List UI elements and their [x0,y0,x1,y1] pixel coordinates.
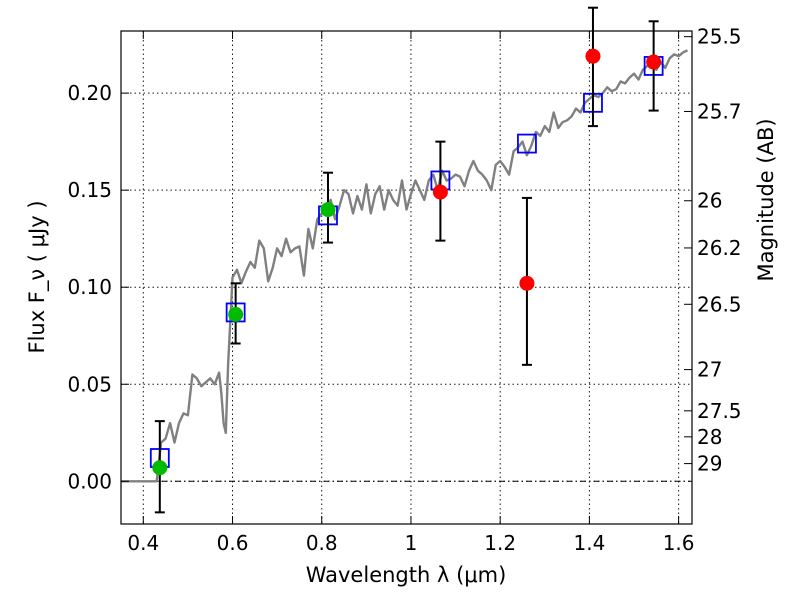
x-tick-label: 0.4 [127,531,159,555]
plot-frame [120,30,693,525]
x-tick-label: 1.4 [573,531,605,555]
magnitude-tick-label: 26 [697,189,722,213]
magnitude-tick-label: 27 [697,358,722,382]
x-tick-label: 1 [405,531,418,555]
red-point [432,184,448,200]
y-tick-label: 0.10 [67,275,112,299]
magnitude-tick-label: 28 [697,425,722,449]
x-tick-label: 1.2 [484,531,516,555]
observed-points [152,48,662,476]
red-point [646,54,662,70]
x-tick-label: 0.8 [306,531,338,555]
magnitude-tick-label: 29 [697,452,722,476]
green-point [228,306,244,322]
y-tick-label: 0.20 [67,81,112,105]
magnitude-tick-label: 26.2 [697,236,742,260]
plot-background [121,31,692,524]
x-tick-label: 1.6 [663,531,695,555]
y-tick-label: 0.00 [67,469,112,493]
y-tick-label: 0.15 [67,178,112,202]
green-point [320,202,336,218]
y-tick-label: 0.05 [67,372,112,396]
y-axis-title-right: Magnitude (AB) [754,118,778,281]
model-box [517,133,537,154]
green-point [152,460,168,476]
x-tick-label: 0.6 [217,531,249,555]
y-axis-title-left: Flux F_ν ( μJy ) [25,200,50,353]
x-axis-ticks: 0.4 0.6 0.8 1 1.2 1.4 1.6 [127,31,695,555]
magnitude-tick-label: 25.5 [697,25,742,49]
magnitude-tick-label: 27.5 [697,399,742,423]
red-point [585,48,601,64]
x-axis-title: Wavelength λ (μm) [306,563,507,587]
magnitude-tick-label: 25.7 [697,99,742,123]
red-point [519,275,535,291]
magnitude-axis-ticks: 25.5 25.7 26 26.2 26.5 27 27.528 29 [684,25,742,476]
magnitude-tick-label: 26.5 [697,292,742,316]
grid-lines [121,31,692,524]
y-axis-ticks: 0.00 0.05 0.10 0.15 0.20 [67,81,129,493]
